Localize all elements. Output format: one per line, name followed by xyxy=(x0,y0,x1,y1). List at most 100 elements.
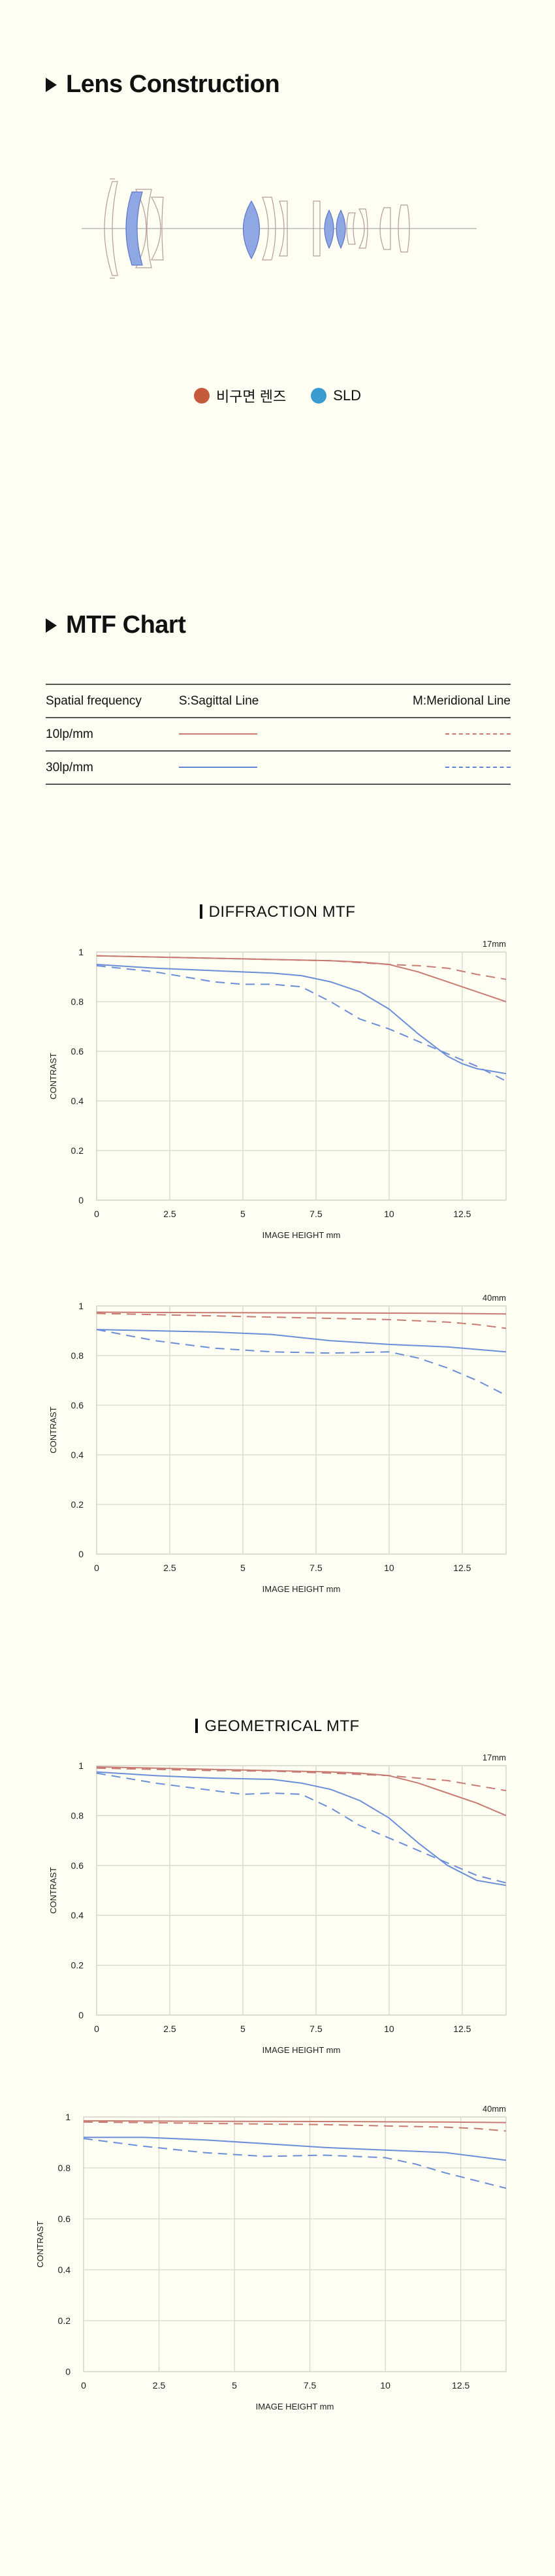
x-tick-label: 10 xyxy=(380,2380,390,2391)
x-tick-label: 5 xyxy=(240,1209,246,1219)
x-tick-label: 7.5 xyxy=(309,1563,323,1573)
lens-construction-title-text: Lens Construction xyxy=(66,71,280,98)
series-line-10lp-mm-meridional xyxy=(96,1312,507,1329)
y-tick-label: 0.2 xyxy=(71,1145,84,1156)
y-tick-label: 0 xyxy=(78,2010,84,2020)
x-tick-label: 12.5 xyxy=(453,1209,471,1219)
y-tick-label: 0.8 xyxy=(58,2163,71,2173)
y-tick-label: 0.4 xyxy=(71,1910,84,1920)
series-line-30lp-mm-meridional xyxy=(83,2138,507,2189)
x-tick-label: 0 xyxy=(81,2380,86,2391)
row-label-30lp: 30lp/mm xyxy=(46,751,179,785)
y-tick-label: 0.6 xyxy=(71,1400,84,1410)
x-tick-label: 7.5 xyxy=(309,1209,323,1219)
series-line-10lp-mm-sagittal xyxy=(83,2120,507,2123)
sld-element-2 xyxy=(242,200,261,260)
mtf-chart-geometrical-17mm: 0 0.2 0.4 0.6 0.8 1 0 2.5 5 7.5 10 12.5 IMAGE HEIGHT… xyxy=(0,1747,555,2064)
x-tick-label: 10 xyxy=(384,2024,394,2034)
header-meridional: M:Meridional Line xyxy=(374,684,511,718)
x-tick-label: 12.5 xyxy=(453,1563,471,1573)
table-row: 10lp/mm xyxy=(46,718,511,752)
title-bar-icon xyxy=(199,904,202,919)
x-tick-label: 0 xyxy=(94,2024,99,2034)
focal-length-label: 17mm xyxy=(483,1753,506,1762)
x-tick-label: 2.5 xyxy=(153,2380,166,2391)
mtf-chart-geometrical-40mm: 0 0.2 0.4 0.6 0.8 1 0 2.5 5 7.5 10 12.5 IMAGE HEIGHT… xyxy=(0,2097,555,2427)
series-line-10lp-mm-meridional xyxy=(83,2121,507,2132)
sagittal-10lp-sample xyxy=(178,733,257,735)
sld-element-4 xyxy=(336,209,346,249)
meridional-10lp-sample xyxy=(445,733,511,735)
x-axis-label: IMAGE HEIGHT mm xyxy=(256,2402,334,2411)
y-tick-label: 0.6 xyxy=(71,1860,84,1871)
y-tick-label: 0.4 xyxy=(71,1096,84,1106)
mtf-chart-title: MTF Chart xyxy=(46,611,186,639)
y-tick-label: 0.4 xyxy=(71,1450,84,1460)
x-tick-label: 5 xyxy=(240,2024,246,2034)
x-tick-label: 10 xyxy=(384,1209,394,1219)
mtf-chart-diffraction-17mm: 0 0.2 0.4 0.6 0.8 1 0 2.5 5 7.5 10 12.5 IMAGE HEIGHT… xyxy=(0,934,555,1250)
header-spatial-frequency: Spatial frequency xyxy=(46,684,179,718)
x-axis-label: IMAGE HEIGHT mm xyxy=(262,2045,341,2055)
x-tick-label: 2.5 xyxy=(163,2024,176,2034)
focal-length-label: 17mm xyxy=(483,939,506,949)
x-tick-label: 12.5 xyxy=(453,2024,471,2034)
geometrical-mtf-title-text: GEOMETRICAL MTF xyxy=(204,1717,360,1735)
x-tick-label: 0 xyxy=(94,1209,99,1219)
x-axis-label: IMAGE HEIGHT mm xyxy=(262,1584,341,1594)
y-tick-label: 0.2 xyxy=(71,1499,84,1510)
focal-length-label: 40mm xyxy=(483,1293,506,1303)
y-tick-label: 0.2 xyxy=(71,1960,84,1971)
y-axis-label: CONTRAST xyxy=(48,1053,58,1100)
y-axis-label: CONTRAST xyxy=(35,2221,45,2268)
y-tick-label: 1 xyxy=(78,947,84,957)
sld-element-1 xyxy=(125,191,143,266)
x-tick-label: 7.5 xyxy=(309,2024,323,2034)
y-axis-label: CONTRAST xyxy=(48,1407,58,1454)
y-tick-label: 0.6 xyxy=(71,1046,84,1057)
sld-dot-icon xyxy=(311,388,327,404)
series-line-30lp-mm-sagittal xyxy=(96,1771,507,1886)
x-tick-label: 0 xyxy=(94,1563,99,1573)
y-tick-label: 0.4 xyxy=(58,2265,71,2275)
diffraction-mtf-title-text: DIFFRACTION MTF xyxy=(208,903,356,921)
geometrical-mtf-title: GEOMETRICAL MTF xyxy=(0,1717,555,1736)
y-tick-label: 1 xyxy=(65,2112,71,2122)
x-tick-label: 10 xyxy=(384,1563,394,1573)
row-label-10lp: 10lp/mm xyxy=(46,718,179,752)
series-line-30lp-mm-meridional xyxy=(96,1329,507,1396)
legend-label-sld: SLD xyxy=(333,387,362,404)
y-tick-label: 0.8 xyxy=(71,1810,84,1821)
header-sagittal: S:Sagittal Line xyxy=(178,684,375,718)
y-tick-label: 1 xyxy=(78,1760,84,1771)
sagittal-30lp-sample xyxy=(178,767,257,769)
y-axis-label: CONTRAST xyxy=(48,1867,58,1914)
lens-legend: 비구면 렌즈 SLD xyxy=(0,385,555,406)
x-tick-label: 12.5 xyxy=(452,2380,469,2391)
legend-label-aspherical: 비구면 렌즈 xyxy=(215,389,287,405)
y-tick-label: 0.2 xyxy=(58,2315,71,2326)
lens-construction-title: Lens Construction xyxy=(46,71,280,99)
lens-group-middle xyxy=(262,197,410,261)
series-line-30lp-mm-sagittal xyxy=(96,1329,507,1353)
series-line-10lp-mm-sagittal xyxy=(96,1766,507,1817)
x-tick-label: 2.5 xyxy=(163,1563,176,1573)
plot-frame xyxy=(96,1765,507,2016)
aspherical-dot-icon xyxy=(193,388,210,404)
y-tick-label: 0.8 xyxy=(71,1350,84,1361)
legend-item-sld: SLD xyxy=(311,385,361,406)
meridional-30lp-sample xyxy=(445,767,511,769)
x-tick-label: 7.5 xyxy=(304,2380,317,2391)
sld-element-3 xyxy=(324,209,334,249)
triangle-bullet-icon xyxy=(46,618,57,633)
lens-construction-diagram xyxy=(82,178,477,279)
x-tick-label: 2.5 xyxy=(163,1209,176,1219)
series-line-10lp-mm-meridional xyxy=(96,955,507,980)
x-tick-label: 5 xyxy=(232,2380,237,2391)
title-bar-icon xyxy=(195,1719,198,1733)
series-line-30lp-mm-sagittal xyxy=(96,964,507,1075)
